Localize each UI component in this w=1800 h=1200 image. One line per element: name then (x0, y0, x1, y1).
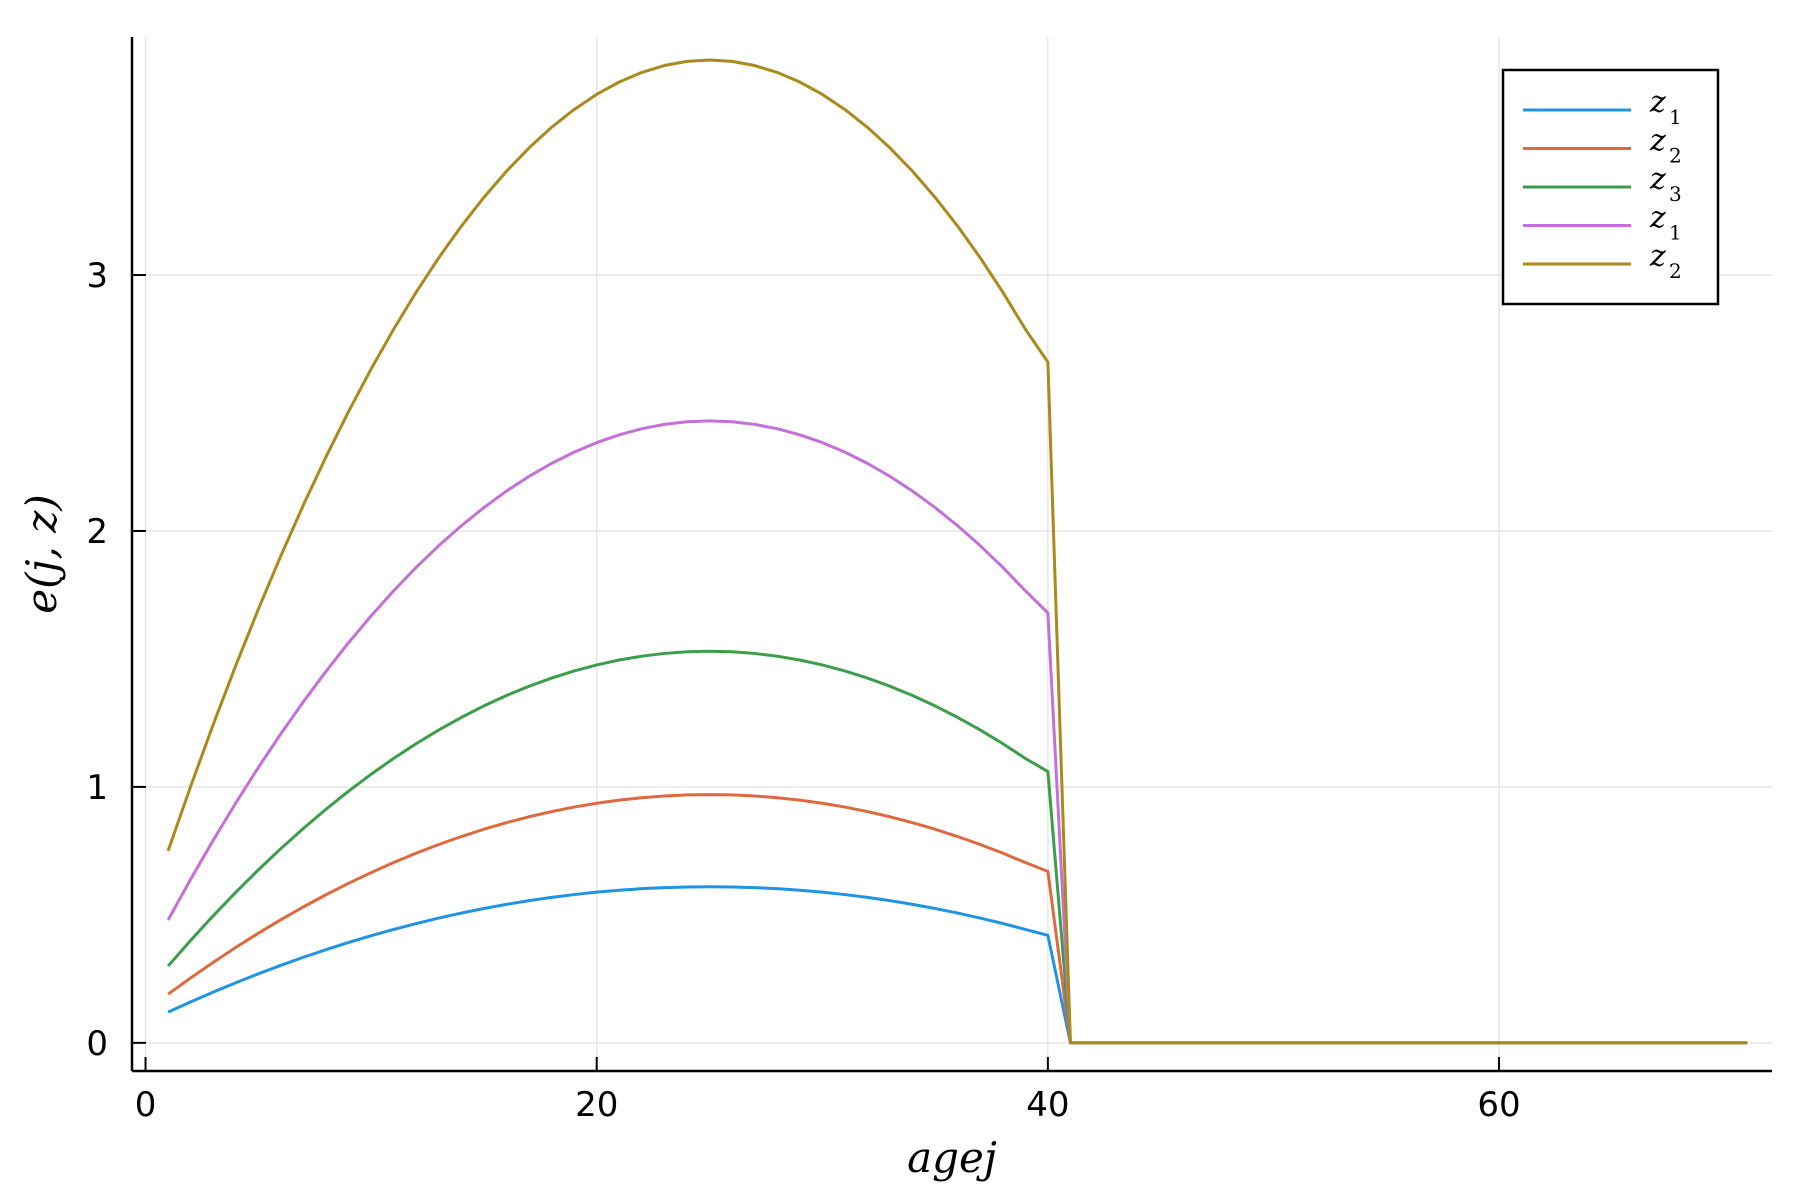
y-tick-label: 2 (86, 512, 108, 552)
y-tick-label: 0 (86, 1024, 108, 1064)
legend-subscript-4: 1 (1669, 221, 1682, 245)
series-layer (166, 58, 1748, 1045)
grid-layer (132, 37, 1772, 1071)
series-line-3 (166, 649, 1748, 1045)
legend-subscript-5: 2 (1669, 259, 1682, 283)
y-axis-title: e(j, z) (17, 494, 66, 613)
series-line-1 (167, 885, 1748, 1045)
legend-label-2: z (1649, 124, 1666, 159)
x-tick-label: 40 (1026, 1085, 1069, 1125)
legend-subscript-1: 1 (1669, 105, 1682, 129)
y-tick-label: 3 (86, 256, 108, 296)
legend-subscript-3: 3 (1669, 182, 1682, 206)
x-tick-label: 60 (1477, 1085, 1520, 1125)
x-tick-label: 0 (135, 1085, 157, 1125)
legend-label-3: z (1649, 162, 1666, 197)
x-axis-title: agej (907, 1133, 997, 1182)
legend-subscript-2: 2 (1669, 144, 1682, 168)
series-line-2 (167, 793, 1748, 1045)
legend-label-1: z (1649, 85, 1666, 120)
x-tick-label: 20 (575, 1085, 618, 1125)
ticks-layer: 0 20 40 60 0 1 2 3 (86, 256, 1520, 1125)
legend-label-4: z (1649, 201, 1666, 236)
y-tick-label: 1 (86, 768, 108, 808)
series-line-5 (166, 58, 1748, 1045)
legend: z 1z 2z 3z 1z 2 (1501, 68, 1720, 306)
series-line-4 (166, 419, 1748, 1045)
legend-label-5: z (1649, 239, 1666, 274)
